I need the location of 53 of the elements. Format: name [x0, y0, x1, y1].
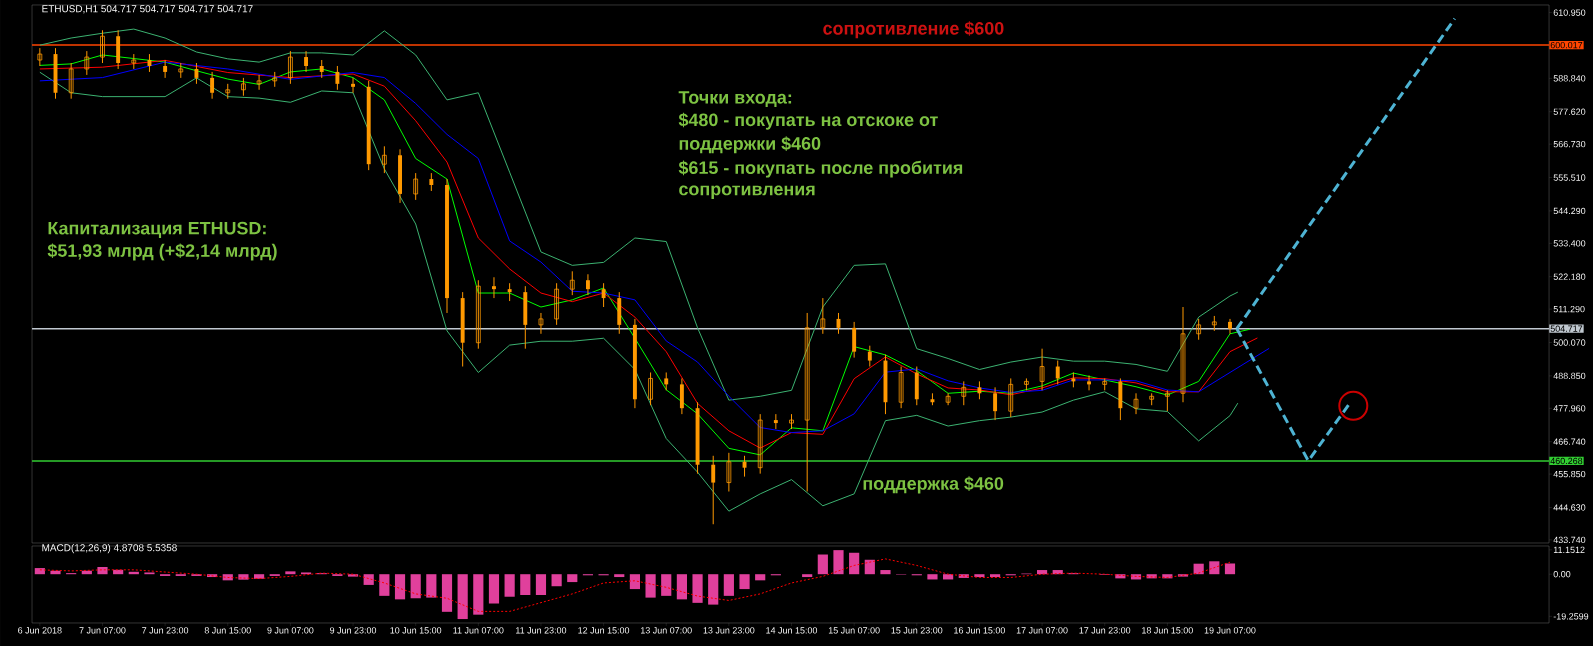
annotation: $480 - покупать на отскоке от: [678, 112, 938, 130]
y-tick-label: 444.630: [1553, 504, 1586, 511]
x-tick-label: 19 Jun 07:00: [1204, 627, 1256, 634]
y-tick-label: 610.950: [1553, 9, 1586, 16]
y-tick-label: 0.00: [1553, 571, 1571, 578]
y-tick-label: 566.730: [1553, 140, 1586, 148]
y-tick-label: 522.180: [1553, 273, 1586, 280]
x-tick-label: 15 Jun 23:00: [891, 627, 943, 634]
y-tick-label: -19.2599: [1553, 613, 1589, 620]
annotation: Точки входа:: [678, 91, 792, 108]
x-tick-label: 11 Jun 07:00: [453, 627, 504, 634]
ref-line-label: 600.017: [1550, 41, 1583, 49]
annotation: поддержка $460: [863, 476, 1004, 494]
annotation: сопротивления: [679, 185, 815, 199]
x-tick-label: 17 Jun 23:00: [1079, 627, 1131, 634]
chart-title: MACD(12,26,9) 4.8708 5.5358: [42, 543, 177, 554]
chart-title: ETHUSD,H1 504.717 504.717 504.717 504.717: [42, 5, 253, 14]
y-tick-label: 500.070: [1553, 339, 1586, 346]
annotation: Капитализация ETHUSD:: [48, 221, 266, 238]
x-tick-label: 11 Jun 23:00: [516, 627, 567, 634]
x-tick-label: 15 Jun 07:00: [828, 627, 880, 634]
y-tick-label: 455.850: [1553, 470, 1586, 478]
x-tick-label: 14 Jun 15:00: [766, 627, 818, 634]
y-tick-label: 477.960: [1553, 405, 1586, 412]
y-tick-label: 11.1512: [1553, 546, 1585, 553]
y-tick-label: 577.620: [1553, 108, 1586, 115]
y-tick-label: 511.290: [1553, 305, 1585, 313]
y-tick-label: 533.400: [1553, 240, 1586, 247]
x-tick-label: 6 Jun 2018: [18, 627, 62, 634]
x-tick-label: 7 Jun 23:00: [142, 627, 189, 634]
x-tick-label: 8 Jun 15:00: [204, 627, 251, 634]
x-tick-label: 18 Jun 15:00: [1142, 627, 1193, 634]
annotation: поддержки $460: [679, 136, 821, 154]
y-tick-label: 488.850: [1553, 372, 1586, 380]
x-tick-label: 10 Jun 15:00: [390, 627, 442, 634]
x-tick-label: 13 Jun 23:00: [703, 627, 755, 634]
ref-line-label: 460.268: [1550, 457, 1583, 465]
x-tick-label: 13 Jun 07:00: [641, 627, 692, 634]
annotation: сопротивление $600: [823, 21, 1004, 39]
y-tick-label: 433.740: [1553, 536, 1586, 544]
x-tick-label: 17 Jun 07:00: [1016, 627, 1068, 634]
x-tick-label: 9 Jun 07:00: [267, 627, 314, 634]
annotation: $615 - покупать после пробития: [678, 160, 963, 178]
y-tick-label: 588.840: [1553, 75, 1586, 82]
ref-line-label: 504.717: [1550, 325, 1583, 332]
x-tick-label: 12 Jun 15:00: [578, 627, 630, 634]
annotation: $51,93 млрд (+$2,14 млрд): [47, 243, 277, 261]
y-tick-label: 544.290: [1553, 207, 1586, 215]
y-tick-label: 466.740: [1553, 438, 1586, 445]
x-tick-label: 9 Jun 23:00: [330, 627, 377, 634]
y-tick-label: 555.510: [1553, 174, 1586, 181]
x-tick-label: 16 Jun 15:00: [954, 627, 1005, 634]
x-tick-label: 7 Jun 07:00: [79, 627, 126, 634]
